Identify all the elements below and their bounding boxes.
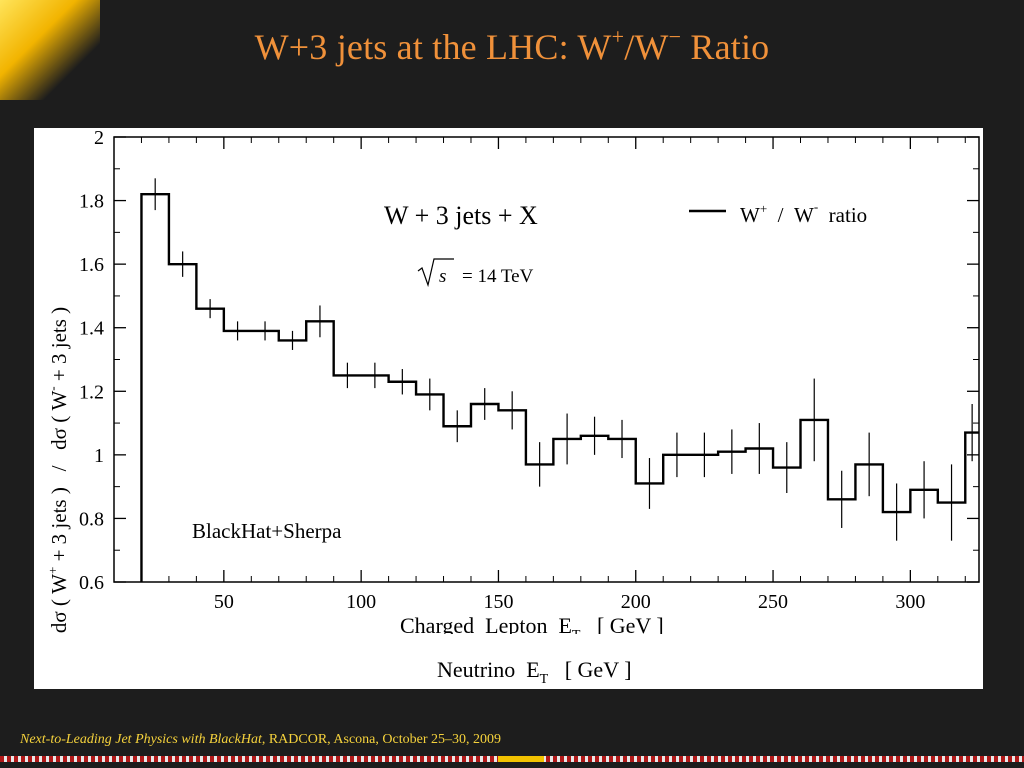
y-tick-label: 0.8 (79, 508, 104, 530)
footer-rest: , RADCOR, Ascona, October 25–30, 2009 (261, 732, 501, 747)
footer-dash-strip (0, 756, 1024, 762)
x-tick-label: 200 (621, 591, 651, 613)
title-superscript-minus: − (668, 24, 682, 49)
title-text: W+3 jets at the LHC: W (254, 27, 612, 67)
title-superscript-plus: + (611, 24, 625, 49)
footer-dash-accent (498, 756, 544, 762)
y-tick-label: 2 (94, 128, 104, 149)
chart-panel: 0.6 0.8 1 1.2 1.4 1.6 1.8 2 50 100 150 200 250 300 W … (34, 128, 983, 689)
annotation-main: W + 3 jets + X (384, 201, 538, 230)
slide-title: W+3 jets at the LHC: W+/W− Ratio (0, 24, 1024, 68)
annotation-generator: BlackHat+Sherpa (192, 519, 342, 543)
corner-decoration (0, 0, 100, 100)
legend: W+ / W- ratio (689, 199, 867, 227)
y-tick-label: 1.6 (79, 254, 104, 276)
y-tick-label: 1.8 (79, 191, 104, 213)
y-tick-label: 0.6 (79, 572, 104, 594)
y-tick-label: 1 (94, 445, 104, 467)
title-text-mid: /W (624, 27, 669, 67)
x-tick-label: 250 (758, 591, 788, 613)
y-tick-label: 1.2 (79, 381, 104, 403)
x-tick-label: 150 (483, 591, 513, 613)
legend-label: W+ / W- ratio (740, 199, 867, 227)
x-axis-label-secondary: Neutrino ET [ GeV ] (437, 657, 632, 687)
y-tick-label: 1.4 (79, 318, 104, 340)
annotation-energy-value: = 14 TeV (462, 266, 534, 287)
x-tick-label: 300 (895, 591, 925, 613)
x-tick-label: 100 (346, 591, 376, 613)
x-tick-label: 50 (214, 591, 234, 613)
footer-italic: Next-to-Leading Jet Physics with BlackHa… (20, 732, 262, 747)
y-axis-label: dσ ( W+ + 3 jets ) / dσ ( W- + 3 jets ) (45, 307, 71, 633)
footer-text: Next-to-Leading Jet Physics with BlackHa… (20, 732, 501, 748)
annotation-energy: s = 14 TeV (417, 258, 534, 288)
ghost-cover (34, 634, 983, 654)
title-text-end: Ratio (681, 27, 770, 67)
annotation-energy-s: s (439, 266, 446, 287)
